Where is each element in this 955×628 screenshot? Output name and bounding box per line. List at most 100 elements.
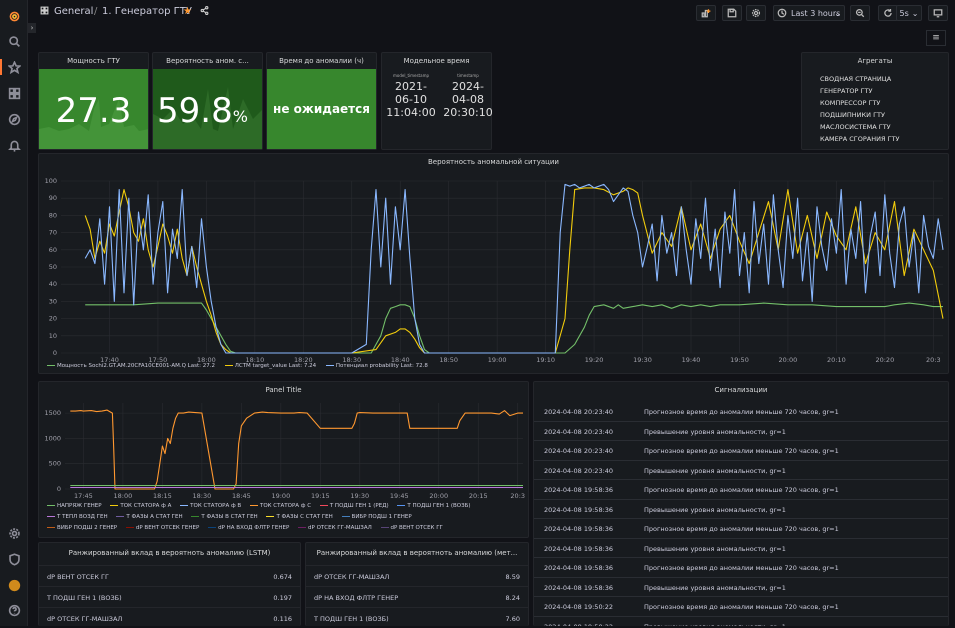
menu-hamburger-button[interactable]: ≡: [926, 30, 946, 46]
x-tick-label: 17:40: [100, 356, 119, 364]
alarm-row[interactable]: 2024-04-08 20:23:40 Превышение уровня ано…: [534, 422, 948, 441]
alarm-row[interactable]: 2024-04-08 19:58:36 Прогнозное время до а…: [534, 480, 948, 500]
alarm-time: 2024-04-08 20:23:40: [544, 447, 614, 455]
shield-icon[interactable]: [6, 551, 22, 567]
alarm-row[interactable]: 2024-04-08 19:50:22 Прогнозное время до а…: [534, 597, 948, 617]
x-tick-label: 18:50: [439, 356, 458, 364]
starred-icon[interactable]: [6, 59, 22, 75]
alarm-row[interactable]: 2024-04-08 20:23:40 Прогнозное время до а…: [534, 402, 948, 422]
legend-item-probability[interactable]: Потенциал probability Last: 72.8: [325, 363, 428, 369]
anomaly-probability-chart[interactable]: 0 10 20 30 40 50 60 70 80 90 100 17:40 17:50 18:00 18:…: [39, 166, 948, 366]
search-icon[interactable]: [6, 33, 22, 49]
share-icon[interactable]: [200, 6, 209, 18]
x-tick-label: 19:20: [585, 356, 604, 364]
generator-params-chart-panel: Panel Title 0 500 1000 1500 17:45 18:00 18:15 1…: [38, 381, 529, 538]
legend-item[interactable]: ВИБР ПОДШ 1 ГЕНЕР: [341, 514, 412, 520]
legend-color-swatch: [249, 504, 258, 507]
alarm-row[interactable]: 2024-04-08 19:58:36 Прогнозное время до а…: [534, 519, 948, 539]
legend-color-swatch: [341, 515, 350, 518]
legend-item[interactable]: Т ФАЗЫ В СТАТ ГЕН: [191, 514, 258, 520]
settings-gear-icon[interactable]: [6, 525, 22, 541]
legend-item[interactable]: ВИБР ПОДШ 2 ГЕНЕР: [47, 525, 117, 531]
aggregate-link-oil-system[interactable]: МАСЛОСИСТЕМА ГТУ: [820, 123, 891, 131]
legend-item[interactable]: Т ФАЗЫ А СТАТ ГЕН: [116, 514, 183, 520]
legend-item[interactable]: ТОК СТАТОРА ф С: [249, 503, 311, 509]
alarm-row[interactable]: 2024-04-08 20:23:40 Превышение уровня ано…: [534, 461, 948, 480]
legend-label: НАПРЯЖ ГЕНЕР: [57, 503, 102, 509]
avatar[interactable]: [6, 577, 22, 593]
alarm-row[interactable]: 2024-04-08 19:58:36 Превышение уровня ано…: [534, 539, 948, 558]
x-tick-label: 20:00: [429, 492, 448, 500]
panel-title: Время до аномалии (ч): [279, 57, 364, 65]
x-tick-label: 17:45: [74, 492, 93, 500]
favorite-star-icon[interactable]: ★: [183, 6, 192, 17]
tv-mode-button[interactable]: [928, 5, 948, 21]
y-tick-label: 500: [49, 460, 61, 468]
legend-item[interactable]: dP ВЕНТ ОТСЕК ГГ: [380, 525, 443, 531]
alarm-row[interactable]: 2024-04-08 19:58:36 Прогнозное время до а…: [534, 558, 948, 578]
legend-item[interactable]: Т ТЕПЛ ВОЗД ГЕН: [47, 514, 108, 520]
legend-label: Т ФАЗЫ С СТАТ ГЕН: [276, 514, 333, 520]
refresh-interval-label: 5s: [899, 8, 909, 18]
column-label: timestamp: [457, 73, 479, 78]
alarm-time: 2024-04-08 19:58:36: [544, 564, 614, 572]
add-panel-button[interactable]: [696, 5, 716, 21]
time-range-picker[interactable]: Last 3 hours ⌄: [773, 5, 845, 21]
table-row: dP ВЕНТ ОТСЕК ГГ 0.674: [39, 565, 300, 586]
help-icon[interactable]: [6, 602, 22, 618]
x-tick-label: 19:50: [730, 356, 749, 364]
legend-item[interactable]: ТОК СТАТОРА ф А: [110, 503, 171, 509]
series-line: [84, 187, 944, 354]
model-time-panel: Модельное время model_timestamp 2021- 06…: [381, 52, 493, 150]
panel-title: Агрегаты: [857, 57, 893, 65]
legend-color-swatch: [325, 364, 334, 367]
breadcrumb-root[interactable]: General: [54, 6, 94, 17]
refresh-button[interactable]: [878, 5, 898, 21]
sidebar-expand-button[interactable]: ›: [28, 23, 36, 33]
aggregate-link-bearings[interactable]: ПОДШИПНИКИ ГТУ: [820, 111, 885, 119]
alarm-row[interactable]: 2024-04-08 19:50:22 Превышение уровня ано…: [534, 617, 948, 627]
alarm-row[interactable]: 2024-04-08 20:23:40 Прогнозное время до а…: [534, 441, 948, 461]
dashboard-settings-button[interactable]: [746, 5, 766, 21]
chart-legend-row-2: Т ТЕПЛ ВОЗД ГЕН Т ФАЗЫ А СТАТ ГЕН Т ФАЗЫ…: [47, 514, 412, 520]
alarm-row[interactable]: 2024-04-08 19:58:36 Превышение уровня ано…: [534, 500, 948, 519]
refresh-interval-picker[interactable]: 5s ⌄: [896, 5, 922, 21]
legend-color-swatch: [180, 504, 189, 507]
stat-background: 59.8%: [153, 69, 262, 149]
alarm-list[interactable]: 2024-04-08 20:23:40 Прогнозное время до а…: [534, 402, 948, 626]
legend-item-power[interactable]: Мощность Sochi2.GT.AM.20CFA10CE001-AM.Q …: [47, 363, 215, 369]
legend-item[interactable]: Т ПОДШ ГЕН 1 (ВОЗБ): [397, 503, 471, 509]
generator-params-chart[interactable]: 0 500 1000 1500 17:45 18:00 18:15 18:30 18:45 19:…: [39, 395, 528, 505]
save-dashboard-button[interactable]: [722, 5, 742, 21]
active-indicator: [0, 59, 2, 75]
aggregate-link-generator[interactable]: ГЕНЕРАТОР ГТУ: [820, 87, 873, 95]
legend-item[interactable]: dP ОТСЕК ГГ-МАШЗАЛ: [298, 525, 372, 531]
x-tick-label: 19:15: [311, 492, 330, 500]
legend-item[interactable]: ТОК СТАТОРА ф В: [180, 503, 241, 509]
legend-item[interactable]: Т ПОДШ ГЕН 1 (РЕД): [319, 503, 389, 509]
explore-icon[interactable]: [6, 111, 22, 127]
legend-item-lstm[interactable]: ЛСТМ target_value Last: 7.24: [224, 363, 316, 369]
alarm-row[interactable]: 2024-04-08 19:58:36 Превышение уровня ано…: [534, 578, 948, 597]
legend-color-swatch: [298, 526, 307, 529]
rank-value: 8.59: [505, 573, 520, 581]
legend-color-swatch: [110, 504, 119, 507]
panel-title: Сигнализации: [714, 386, 768, 394]
alarm-message: Превышение уровня аномальности, gr=1: [644, 466, 786, 475]
aggregate-link-summary[interactable]: СВОДНАЯ СТРАНИЦА: [820, 75, 892, 83]
grafana-logo-icon[interactable]: [6, 8, 22, 24]
legend-item[interactable]: НАПРЯЖ ГЕНЕР: [47, 503, 102, 509]
stat-number: 59.8: [157, 91, 233, 131]
aggregate-link-compressor[interactable]: КОМПРЕССОР ГТУ: [820, 99, 881, 107]
y-tick-label: 60: [49, 246, 57, 254]
dashboards-icon[interactable]: [6, 85, 22, 101]
model-timestamp-column: model_timestamp 2021- 06-10 11:04:00: [382, 73, 440, 119]
alerting-bell-icon[interactable]: [6, 137, 22, 153]
legend-item[interactable]: dP НА ВХОД ФЛТР ГЕНЕР: [208, 525, 289, 531]
alarm-message: Прогнозное время до аномалии меньше 720 …: [644, 525, 839, 533]
legend-item[interactable]: Т ФАЗЫ С СТАТ ГЕН: [266, 514, 333, 520]
legend-item[interactable]: dP ВЕНТ ОТСЕК ГЕНЕР: [125, 525, 199, 531]
zoom-out-button[interactable]: [850, 5, 870, 21]
stat-panel-power: Мощность ГТУ 27.3: [38, 52, 149, 150]
aggregate-link-combustion[interactable]: КАМЕРА СГОРАНИЯ ГТУ: [820, 135, 900, 143]
